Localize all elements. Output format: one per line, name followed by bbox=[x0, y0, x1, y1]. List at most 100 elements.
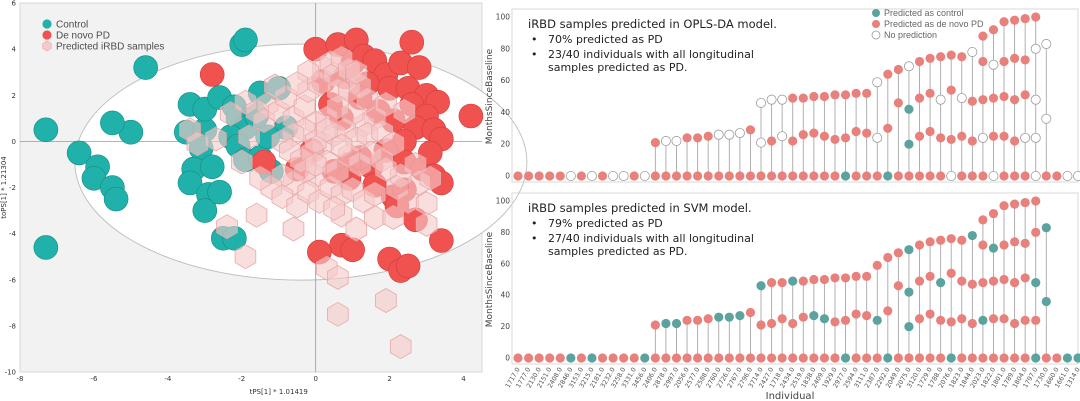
sample-point-pd bbox=[862, 88, 872, 98]
sample-point-pd bbox=[978, 215, 988, 225]
legend-denovo: De novo PD bbox=[42, 30, 110, 42]
sample-point-pd bbox=[1052, 171, 1062, 181]
irbd-point bbox=[382, 205, 405, 230]
sample-point-pd bbox=[777, 171, 787, 181]
sample-point-pd bbox=[682, 171, 692, 181]
sample-point-pd bbox=[967, 171, 977, 181]
sample-point-pd bbox=[967, 96, 977, 106]
sample-point-pd bbox=[936, 133, 946, 143]
sample-point-pd bbox=[893, 64, 903, 75]
sample-point-pd bbox=[999, 201, 1009, 211]
panel-title: iRBD samples predicted in SVM model. bbox=[528, 201, 752, 215]
sample-point-pd bbox=[576, 353, 586, 363]
legend-control: Control bbox=[42, 19, 88, 31]
sample-point-pd bbox=[946, 50, 956, 60]
irbd-point bbox=[245, 202, 268, 228]
legend-predicted-pd-marker bbox=[872, 20, 880, 28]
sample-point-pd bbox=[809, 128, 819, 138]
sample-point-pd bbox=[650, 171, 660, 181]
sample-point-pd bbox=[1041, 353, 1051, 363]
sample-point-pd bbox=[862, 271, 872, 281]
sample-point-pd bbox=[703, 171, 713, 181]
sample-point-control bbox=[978, 315, 988, 325]
irbd-point bbox=[375, 92, 397, 117]
sample-point-pd bbox=[745, 171, 756, 181]
y-tick-label: 0 bbox=[505, 354, 510, 363]
sample-point-pd bbox=[851, 171, 861, 181]
sample-point-pd bbox=[788, 93, 798, 103]
sample-point-pd bbox=[629, 171, 639, 181]
sample-point-pd bbox=[957, 131, 967, 141]
sample-point-pd bbox=[978, 56, 988, 67]
sample-point-pd bbox=[925, 237, 935, 247]
sample-point-pd bbox=[999, 131, 1009, 141]
y-tick-label: 4 bbox=[12, 46, 17, 54]
control-point bbox=[192, 198, 218, 223]
control-point bbox=[100, 110, 125, 136]
sample-point-pd bbox=[693, 133, 703, 143]
sample-point-pd bbox=[1020, 171, 1030, 181]
sample-point-pd bbox=[957, 52, 967, 62]
sample-point-pd bbox=[513, 353, 523, 363]
sample-point-pd bbox=[777, 314, 787, 324]
sample-point-pd bbox=[650, 353, 660, 363]
sample-point-pd bbox=[862, 128, 872, 138]
sample-point-control bbox=[988, 243, 999, 253]
sample-point-pd bbox=[534, 171, 544, 181]
denovo-pd-point bbox=[429, 228, 454, 253]
sample-point-pd bbox=[830, 317, 840, 327]
sample-point-pd bbox=[936, 171, 946, 181]
sample-point-pd bbox=[523, 353, 534, 363]
sample-point-pd bbox=[967, 136, 977, 146]
y-axis-label: MonthsSinceBaseline bbox=[485, 48, 495, 144]
sample-point-pd bbox=[978, 171, 988, 181]
legend-denovo-label: De novo PD bbox=[56, 31, 110, 42]
sample-point-pd bbox=[745, 307, 756, 318]
sample-point-pd bbox=[608, 353, 618, 363]
y-tick-label: 2 bbox=[12, 92, 16, 100]
sample-point-pd bbox=[862, 171, 872, 181]
sample-point-pd bbox=[999, 171, 1009, 181]
sample-point-pd bbox=[988, 208, 999, 219]
sample-point-pd bbox=[650, 138, 660, 148]
sample-point-none bbox=[977, 132, 988, 143]
sample-point-pd bbox=[629, 353, 639, 363]
sample-point-pd bbox=[893, 248, 903, 258]
sample-point-pd bbox=[788, 353, 798, 363]
sample-point-pd bbox=[988, 314, 999, 324]
legend-no-prediction: No prediction bbox=[871, 30, 937, 40]
sample-point-pd bbox=[914, 131, 925, 141]
sample-point-pd bbox=[883, 123, 893, 133]
bullet-marker: • bbox=[531, 217, 538, 230]
sample-point-pd bbox=[904, 353, 914, 363]
legend-predicted-pd: Predicted as de novo PD bbox=[872, 19, 984, 29]
sample-point-pd bbox=[714, 171, 724, 181]
sample-point-pd bbox=[883, 69, 893, 79]
sample-point-none bbox=[1041, 39, 1052, 50]
y-tick-label: 20 bbox=[500, 322, 510, 331]
sample-point-pd bbox=[1020, 315, 1030, 325]
sample-point-pd bbox=[946, 268, 956, 278]
y-tick-label: -10 bbox=[5, 369, 16, 377]
sample-point-pd bbox=[661, 353, 671, 363]
sample-point-pd bbox=[893, 353, 903, 363]
opls-da-prediction-panel: 0 20 40 60 80 100 MonthsSinceBaseline iRBD samp… bbox=[485, 8, 1080, 183]
sample-point-pd bbox=[914, 171, 925, 181]
x-tick-label: -2 bbox=[238, 375, 245, 383]
sample-point-pd bbox=[1031, 227, 1041, 237]
x-tick-label: -4 bbox=[164, 375, 172, 383]
sample-point-pd bbox=[883, 306, 893, 316]
sample-point-pd bbox=[893, 281, 903, 291]
legend-predicted-control-label: Predicted as control bbox=[884, 8, 964, 18]
sample-point-pd bbox=[936, 52, 946, 62]
sample-point-none bbox=[639, 170, 650, 181]
sample-point-pd bbox=[766, 136, 777, 146]
sample-point-control bbox=[1031, 353, 1041, 363]
sample-point-pd bbox=[893, 171, 903, 181]
panel-title: iRBD samples predicted in OPLS-DA model. bbox=[528, 17, 777, 31]
sample-point-pd bbox=[576, 171, 586, 181]
sample-point-pd bbox=[840, 90, 851, 100]
sample-point-pd bbox=[925, 271, 935, 281]
sample-point-pd bbox=[703, 314, 713, 324]
control-point bbox=[33, 235, 59, 260]
